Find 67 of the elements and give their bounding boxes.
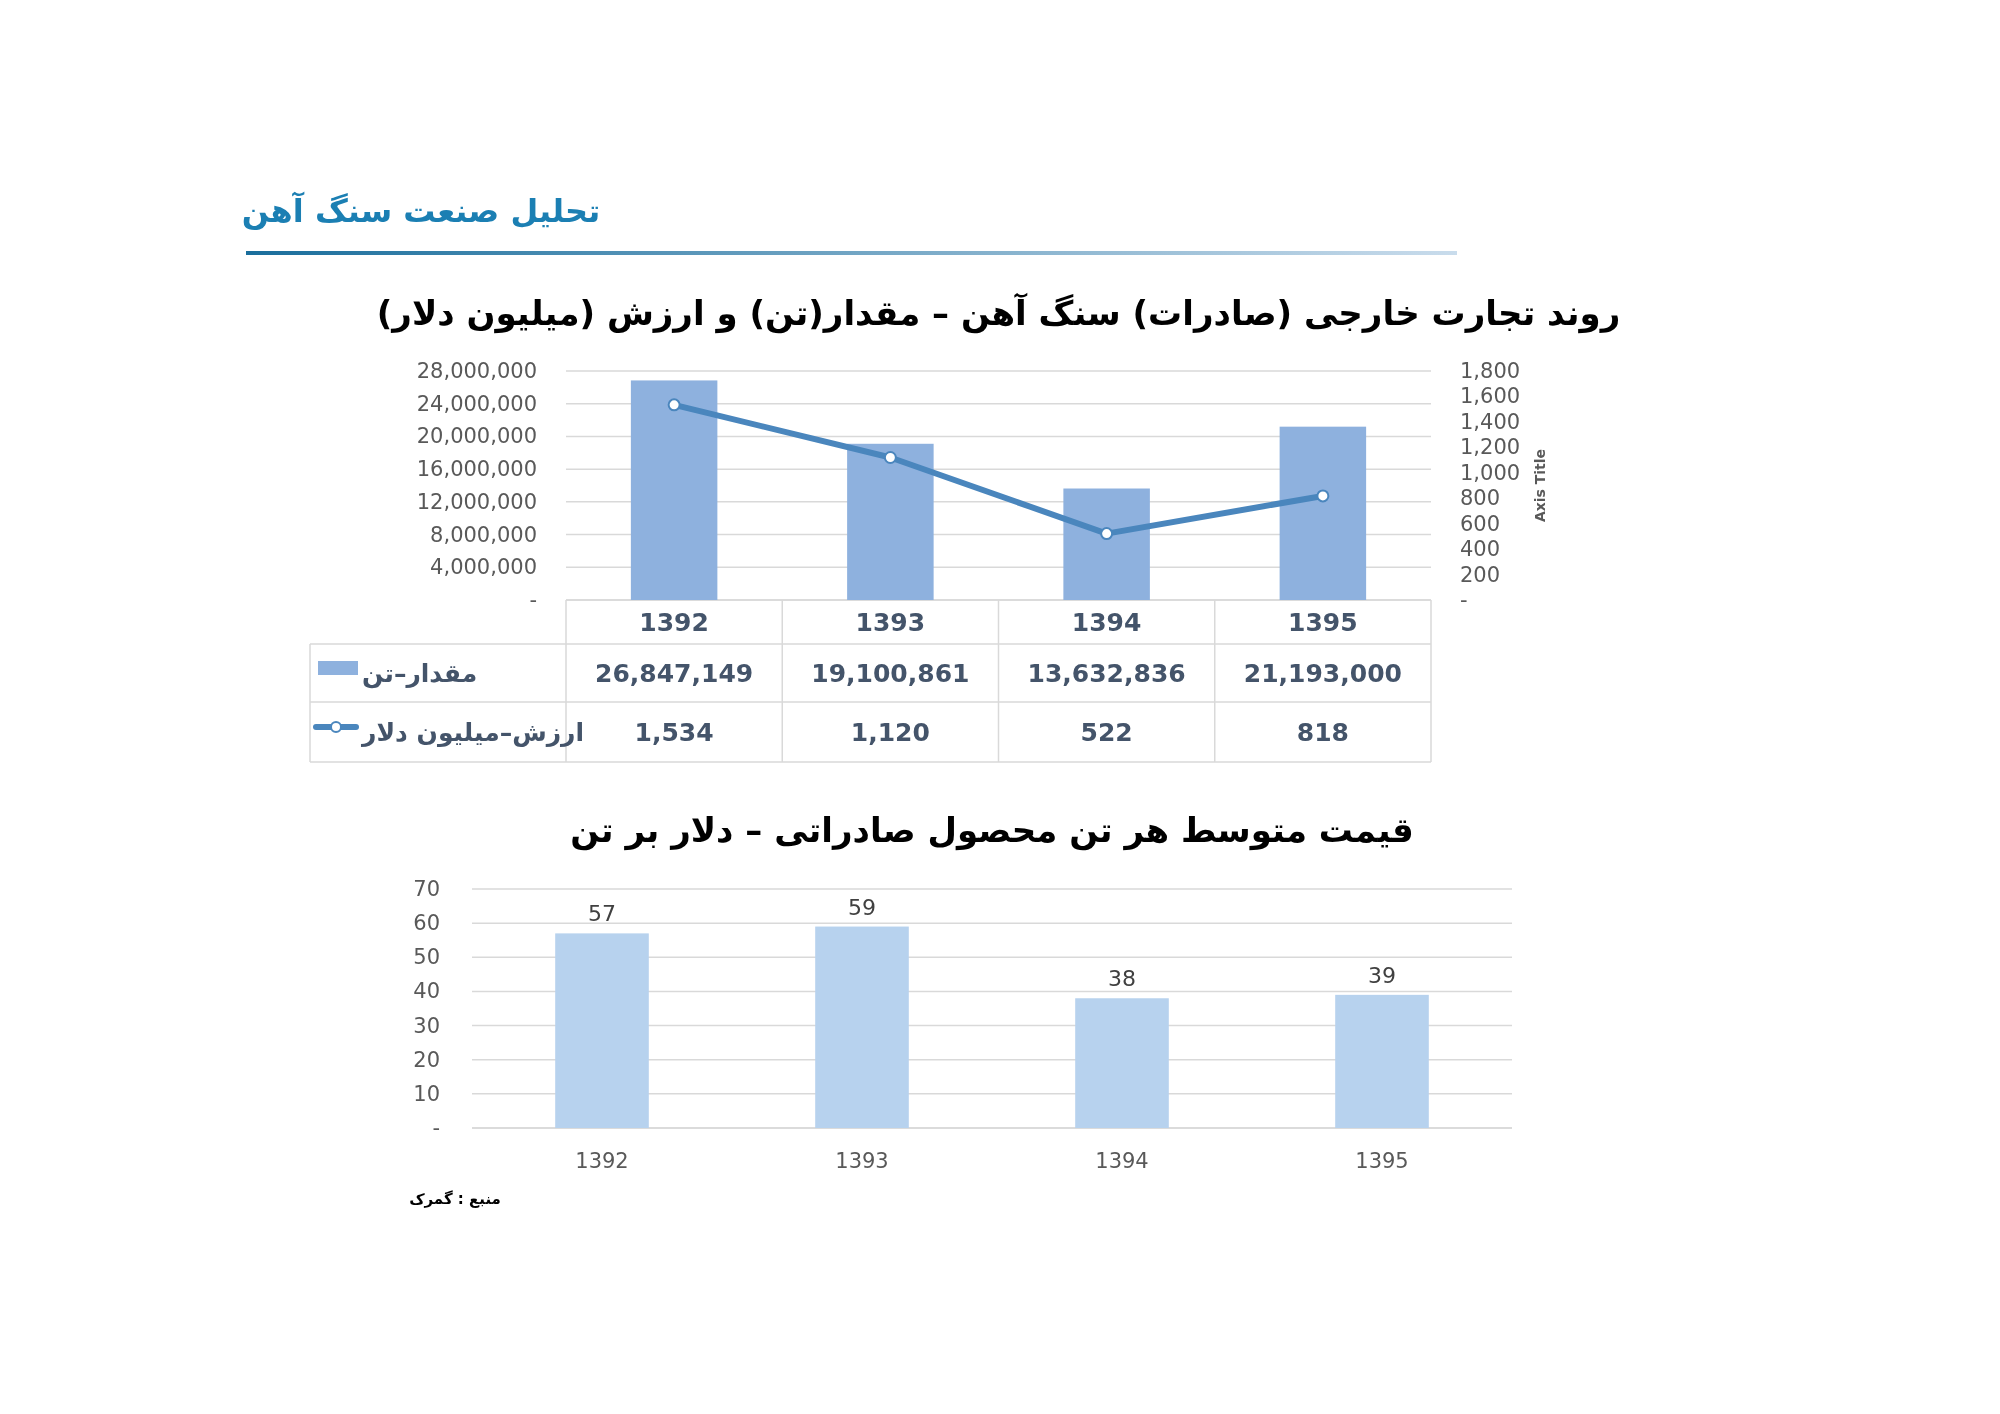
y-tick-label: 30	[413, 1013, 440, 1038]
point	[1100, 527, 1114, 541]
y2-tick-label: -	[1460, 588, 1468, 612]
y2-tick-label: 1,600	[1460, 384, 1521, 409]
y2-tick-label: 400	[1460, 537, 1501, 562]
y-tick-label: -	[432, 1116, 440, 1140]
y2-tick-label: 600	[1460, 511, 1501, 536]
x-tick-label: 1392	[639, 608, 709, 637]
bar	[630, 380, 718, 600]
point	[667, 398, 681, 412]
x-tick-label: 1394	[1095, 1149, 1149, 1173]
y2-axis-title: Axis Title	[1532, 448, 1548, 523]
data-label: 19,100,861	[811, 659, 970, 688]
data-label: 818	[1296, 718, 1349, 747]
y-tick-label: 50	[413, 945, 440, 970]
y-tick-label: 20	[413, 1047, 440, 1072]
bar	[1075, 998, 1169, 1128]
y2-tick-label: 1,400	[1460, 409, 1521, 434]
chart-title: روند تجارت خارجی (صادرات) سنگ آهن – مقدار(تن) و ارزش (میلیون دلار)	[376, 292, 1621, 334]
y-tick-label: 24,000,000	[416, 391, 537, 416]
data-label: 59	[848, 894, 876, 920]
y-tick-label: 70	[413, 877, 440, 901]
bar	[847, 443, 934, 600]
y-tick-label: 8,000,000	[430, 522, 537, 547]
legend-label: مقدار–تن	[362, 659, 478, 689]
bar	[555, 933, 649, 1128]
y-tick-label: 4,000,000	[430, 555, 537, 580]
bar	[1063, 488, 1150, 600]
data-label: 21,193,000	[1243, 659, 1402, 688]
legend-item: ارزش–میلیون دلار	[313, 718, 584, 747]
text: تحلیل صنعت سنگ آهن	[241, 191, 601, 230]
y-tick-label: 20,000,000	[416, 424, 537, 449]
y2-tick-label: 1,200	[1460, 435, 1521, 460]
data-label: 57	[588, 901, 616, 927]
data-label: 38	[1108, 966, 1136, 992]
data-label: 1,120	[850, 718, 930, 747]
x-tick-label: 1395	[1355, 1149, 1409, 1173]
y-tick-label: 28,000,000	[416, 359, 537, 383]
y2-tick-label: 800	[1460, 486, 1501, 511]
y-tick-label: 10	[413, 1081, 440, 1106]
legend-label: ارزش–میلیون دلار	[360, 718, 584, 748]
data-label: 13,632,836	[1027, 659, 1186, 688]
y-tick-label: 40	[413, 979, 440, 1004]
bar	[815, 926, 909, 1128]
y-tick-label: -	[529, 588, 537, 612]
x-tick-label: 1393	[855, 608, 926, 637]
text: منبع : گمرک	[409, 1190, 501, 1208]
y2-tick-label: 1,000	[1460, 460, 1521, 485]
point	[1316, 489, 1330, 503]
data-label: 26,847,149	[595, 659, 754, 688]
x-tick-label: 1395	[1288, 608, 1358, 637]
bar	[1279, 426, 1367, 600]
y-tick-label: 16,000,000	[416, 457, 537, 482]
legend-item: مقدار–تن	[318, 659, 478, 688]
chart-title: قیمت متوسط هر تن محصول صادراتی – دلار بر تن	[570, 810, 1414, 851]
x-tick-label: 1394	[1071, 608, 1142, 637]
x-tick-label: 1392	[575, 1149, 629, 1173]
y-tick-label: 12,000,000	[416, 489, 537, 514]
bar	[1335, 994, 1429, 1128]
y2-tick-label: 1,800	[1460, 359, 1521, 383]
data-label: 1,534	[634, 718, 714, 747]
data-label: 522	[1080, 718, 1133, 747]
x-tick-label: 1393	[835, 1149, 889, 1173]
y2-tick-label: 200	[1460, 562, 1501, 587]
point	[883, 451, 897, 465]
data-label: 39	[1368, 962, 1396, 988]
y-tick-label: 60	[413, 911, 440, 936]
